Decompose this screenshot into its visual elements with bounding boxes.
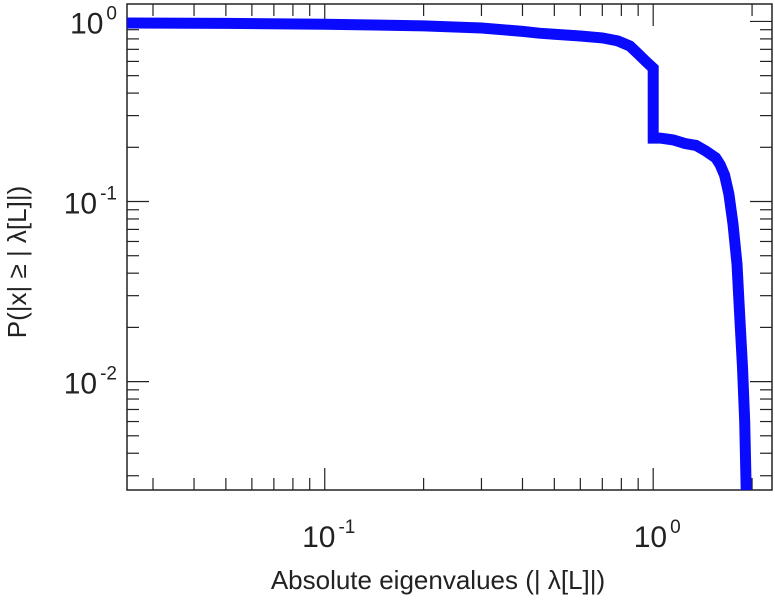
x-tick-labels: 10 -1 10 0 xyxy=(302,517,681,554)
y-tick-label: 10 -1 xyxy=(64,184,117,221)
x-tick-label: 10 -1 xyxy=(302,517,355,554)
y-tick-label: 10 0 xyxy=(70,3,117,40)
minor-ticks xyxy=(127,4,772,490)
series-line xyxy=(126,17,752,491)
y-tick-label: 10 -2 xyxy=(64,364,117,401)
x-axis-label: Absolute eigenvalues (| λ[L]|) xyxy=(271,565,605,595)
y-axis-label: P(|x| ≥ | λ[L]|) xyxy=(2,186,32,339)
x-tick-label: 10 0 xyxy=(634,517,681,554)
plot-area xyxy=(126,3,773,491)
